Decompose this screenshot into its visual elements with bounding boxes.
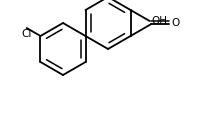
- Text: Cl: Cl: [21, 29, 32, 39]
- Text: O: O: [171, 18, 180, 28]
- Text: OH: OH: [152, 16, 168, 26]
